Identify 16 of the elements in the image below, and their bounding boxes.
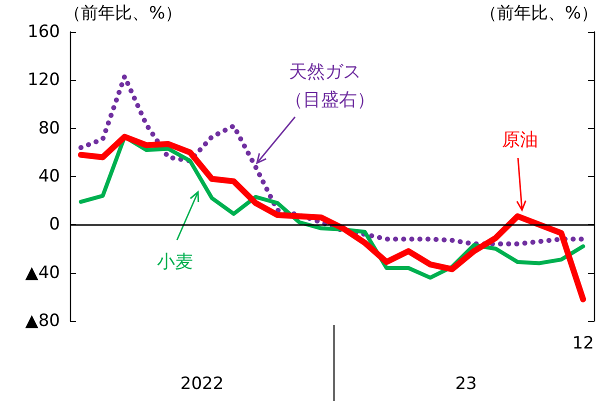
x-tick-label: 12 <box>572 334 594 354</box>
y-axis-title: （前年比、%） <box>64 4 182 24</box>
text: 天然ガス <box>289 62 361 82</box>
text: 2022 <box>180 374 224 394</box>
y-tick-label: 160 <box>28 22 60 42</box>
y2-axis-title: （前年比、%） <box>480 4 598 24</box>
text: 小麦 <box>157 252 193 272</box>
text: 23 <box>455 374 477 394</box>
y-tick-label: 80 <box>38 118 60 138</box>
y-tick-label: ▲40 <box>25 262 60 283</box>
y-tick-label: ▲80 <box>25 311 60 331</box>
y-tick-label: 0 <box>49 214 60 235</box>
y-tick-label: 120 <box>28 70 60 90</box>
text: 原油 <box>502 130 538 150</box>
annotation: （目盛右） <box>285 90 375 110</box>
y-tick-label: 40 <box>38 166 60 186</box>
